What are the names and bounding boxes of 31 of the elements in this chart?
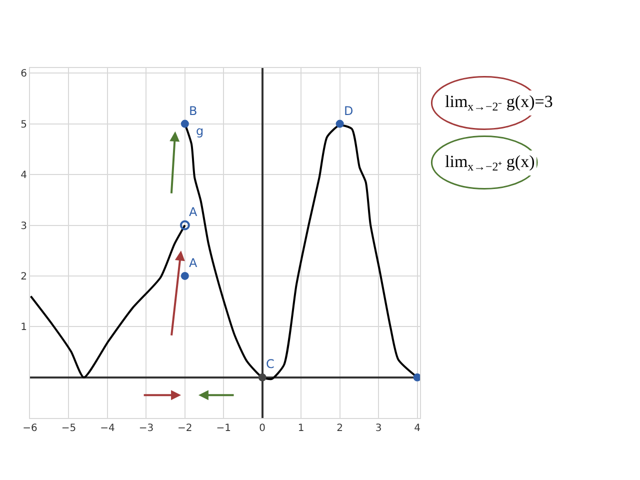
x-tick-label: −3 <box>138 423 154 434</box>
x-tick-label: 2 <box>336 423 344 434</box>
x-tick-label: 1 <box>298 423 304 434</box>
y-tick-label: 5 <box>20 119 27 130</box>
y-tick-label: 2 <box>20 271 27 282</box>
y-tick-label: 4 <box>20 170 27 182</box>
annotation: B <box>189 104 198 118</box>
annotation: D <box>344 104 354 118</box>
text: lim$_{x→−2⁺}$ g(x) <box>445 152 535 174</box>
x-tick-label: −4 <box>100 423 115 434</box>
point <box>180 272 189 280</box>
x-tick-label: −6 <box>22 423 38 434</box>
y-tick-label: 1 <box>20 322 27 334</box>
point <box>258 373 266 382</box>
x-tick-label: 3 <box>375 423 382 434</box>
y-tick-label: 3 <box>20 220 27 232</box>
annotation: A <box>189 256 198 270</box>
y-tick-label: 6 <box>20 68 27 80</box>
x-tick-label: −2 <box>178 423 192 434</box>
point <box>336 120 344 128</box>
annotation: C <box>266 357 274 371</box>
annotation: g <box>196 124 204 138</box>
x-tick-label: −5 <box>61 423 76 434</box>
x-tick-label: 0 <box>259 423 266 434</box>
point <box>180 120 189 128</box>
annotation: A <box>189 205 198 219</box>
text: lim$_{x→−2⁻}$ g(x)=3 <box>445 92 553 114</box>
x-tick-label: 4 <box>414 423 420 434</box>
point <box>413 373 420 382</box>
x-tick-label: −1 <box>216 423 232 434</box>
point <box>180 220 190 230</box>
